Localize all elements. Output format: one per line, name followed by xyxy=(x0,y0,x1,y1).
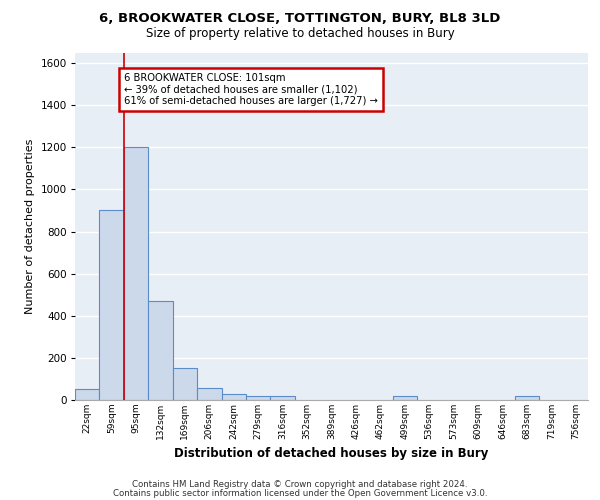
Text: Contains HM Land Registry data © Crown copyright and database right 2024.: Contains HM Land Registry data © Crown c… xyxy=(132,480,468,489)
Text: Contains public sector information licensed under the Open Government Licence v3: Contains public sector information licen… xyxy=(113,488,487,498)
Bar xyxy=(197,388,221,400)
Bar xyxy=(124,148,148,400)
Bar xyxy=(392,396,417,400)
Bar xyxy=(100,210,124,400)
Text: 6 BROOKWATER CLOSE: 101sqm
← 39% of detached houses are smaller (1,102)
61% of s: 6 BROOKWATER CLOSE: 101sqm ← 39% of deta… xyxy=(124,72,378,106)
Bar xyxy=(173,368,197,400)
Bar xyxy=(221,394,246,400)
Text: 6, BROOKWATER CLOSE, TOTTINGTON, BURY, BL8 3LD: 6, BROOKWATER CLOSE, TOTTINGTON, BURY, B… xyxy=(100,12,500,26)
Bar xyxy=(75,390,100,400)
Bar xyxy=(271,396,295,400)
X-axis label: Distribution of detached houses by size in Bury: Distribution of detached houses by size … xyxy=(175,448,488,460)
Bar xyxy=(246,396,271,400)
Bar xyxy=(148,301,173,400)
Y-axis label: Number of detached properties: Number of detached properties xyxy=(25,138,35,314)
Bar xyxy=(515,396,539,400)
Text: Size of property relative to detached houses in Bury: Size of property relative to detached ho… xyxy=(146,28,454,40)
